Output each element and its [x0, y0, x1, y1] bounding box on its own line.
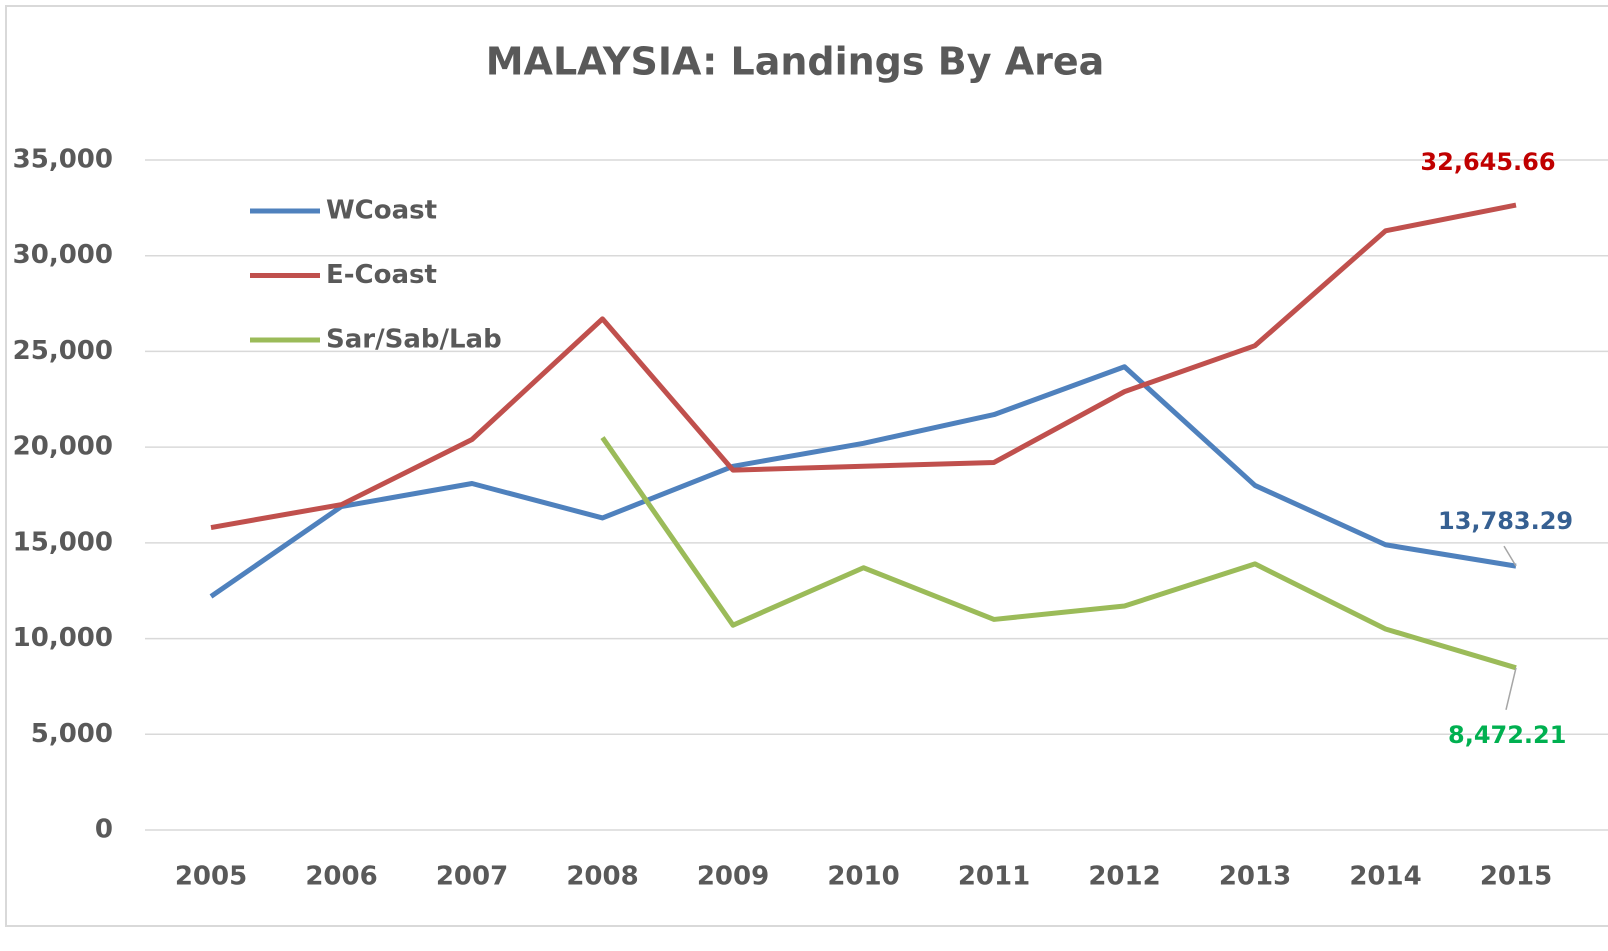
chart-border [5, 5, 1608, 927]
series-line [209, 364, 1517, 599]
x-tick-label: 2009 [697, 862, 769, 892]
series-line [210, 202, 1517, 531]
data-label: 32,645.66 [1420, 148, 1555, 176]
y-tick-label: 5,000 [31, 719, 113, 749]
leader-line [1503, 545, 1517, 567]
legend-label: WCoast [326, 196, 437, 226]
data-label: 8,472.21 [1448, 721, 1566, 749]
y-tick-label: 10,000 [13, 623, 113, 653]
y-tick-label: 35,000 [13, 145, 113, 175]
y-tick-label: 30,000 [13, 240, 113, 270]
legend-label: E-Coast [326, 260, 437, 290]
x-tick-label: 2013 [1219, 862, 1291, 892]
y-tick-label: 15,000 [13, 527, 113, 557]
leader-line [1505, 667, 1517, 710]
x-tick-label: 2007 [436, 862, 508, 892]
x-tick-label: 2015 [1480, 862, 1552, 892]
x-tick-label: 2012 [1088, 862, 1160, 892]
y-tick-label: 20,000 [13, 432, 113, 462]
x-tick-label: 2014 [1349, 862, 1421, 892]
x-tick-label: 2010 [827, 862, 899, 892]
legend-label: Sar/Sab/Lab [326, 325, 502, 355]
x-tick-label: 2011 [958, 862, 1030, 892]
x-tick-label: 2008 [566, 862, 638, 892]
data-label: 13,783.29 [1438, 507, 1573, 535]
x-tick-label: 2005 [175, 862, 247, 892]
x-tick-label: 2006 [305, 862, 377, 892]
y-tick-label: 0 [95, 815, 113, 845]
series-line [600, 436, 1517, 671]
chart-title: MALAYSIA: Landings By Area [486, 40, 1105, 84]
y-tick-label: 25,000 [13, 336, 113, 366]
